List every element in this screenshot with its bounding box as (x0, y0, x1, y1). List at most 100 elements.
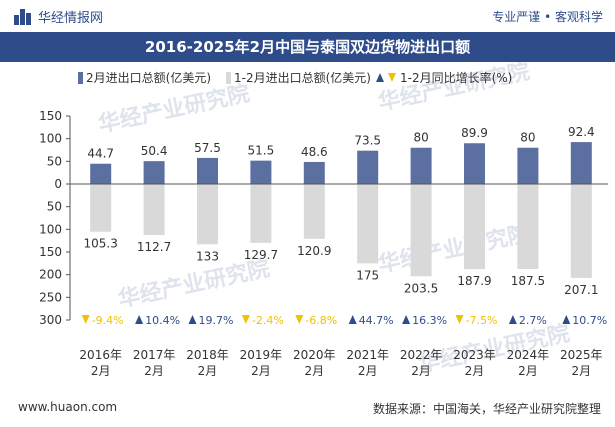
watermark-2: 华经产业研究院 (116, 255, 272, 312)
y-tick-label: 100 (39, 132, 62, 146)
growth-rate-label: 44.7% (359, 314, 394, 327)
x-tick-label-month: 2月 (251, 364, 271, 378)
legend-swatch-1 (226, 72, 231, 84)
bar-feb (517, 147, 539, 184)
legend-down-triangle-icon (388, 73, 396, 82)
watermark-3: 华经产业研究院 (376, 220, 532, 277)
footer: www.huaon.com 数据来源：中国海关，华经产业研究院整理 (0, 394, 615, 420)
data-label-feb: 51.5 (248, 144, 275, 158)
data-label-jan-feb: 120.9 (297, 244, 331, 258)
growth-up-icon (188, 315, 197, 324)
y-tick-label: 250 (39, 290, 62, 304)
growth-rate-label: 16.3% (412, 314, 447, 327)
bar-feb (303, 161, 325, 184)
data-label-jan-feb: 133 (196, 249, 219, 263)
legend-swatch-0 (78, 72, 83, 84)
y-tick-label: 100 (39, 222, 62, 236)
watermark-0: 华经产业研究院 (96, 80, 252, 137)
data-label-feb: 44.7 (87, 147, 114, 161)
y-tick-label: 50 (47, 154, 62, 168)
growth-rate-label: 10.7% (572, 314, 607, 327)
growth-rate-label: -2.4% (252, 314, 284, 327)
growth-up-icon (508, 315, 517, 324)
x-tick-label-year: 2016年 (79, 348, 122, 362)
logo-icon (14, 8, 32, 25)
growth-rate-label: 2.7% (519, 314, 547, 327)
data-label-feb: 57.5 (194, 141, 221, 155)
logo: 华经情报网 (14, 7, 103, 26)
bar-jan-feb (410, 184, 432, 277)
legend-label-0: 2月进出口总额(亿美元) (86, 70, 211, 85)
bar-jan-feb (517, 184, 539, 269)
x-tick-label-month: 2月 (358, 364, 378, 378)
x-tick-label-year: 2022年 (400, 348, 443, 362)
bar-jan-feb (570, 184, 592, 278)
growth-up-icon (562, 315, 571, 324)
bar-jan-feb (303, 184, 325, 239)
growth-up-icon (135, 315, 144, 324)
y-tick-label: 0 (54, 177, 62, 191)
top-bar: 华经情报网 专业严谨 • 客观科学 (0, 0, 615, 30)
footer-source: 数据来源：中国海关，华经产业研究院整理 (372, 402, 601, 416)
bar-feb (570, 142, 592, 184)
bar-feb (464, 143, 485, 184)
bar-feb (357, 150, 379, 184)
data-label-jan-feb: 187.5 (511, 274, 545, 288)
legend-label-2: 1-2月同比增长率(%) (400, 70, 512, 85)
x-tick-label-year: 2025年 (560, 348, 603, 362)
bar-feb (410, 147, 432, 184)
logo-text: 华经情报网 (38, 11, 104, 26)
x-tick-label-year: 2019年 (240, 348, 283, 362)
x-tick-label-month: 2月 (518, 364, 538, 378)
data-label-jan-feb: 129.7 (244, 248, 278, 262)
data-label-feb: 48.6 (301, 145, 328, 159)
chart-area: 华经产业研究院 华经产业研究院华经产业研究院华经产业研究院华经产业研究院2月进出口… (39, 62, 608, 378)
data-label-jan-feb: 175 (356, 268, 379, 282)
data-label-feb: 89.9 (461, 126, 488, 140)
data-label-jan-feb: 112.7 (137, 240, 171, 254)
bar-jan-feb (464, 184, 485, 270)
data-label-feb: 80 (520, 131, 535, 145)
x-tick-label-month: 2月 (411, 364, 431, 378)
x-tick-label-year: 2020年 (293, 348, 336, 362)
y-tick-label: 300 (39, 313, 62, 327)
data-label-jan-feb: 187.9 (457, 274, 491, 288)
data-label-jan-feb: 207.1 (564, 283, 598, 297)
x-tick-label-month: 2月 (91, 364, 111, 378)
x-tick-label-year: 2018年 (186, 348, 229, 362)
bar-jan-feb (250, 184, 272, 243)
growth-up-icon (402, 315, 411, 324)
x-tick-label-month: 2月 (198, 364, 218, 378)
y-tick-label: 150 (39, 109, 62, 123)
growth-down-icon (81, 315, 90, 324)
data-label-jan-feb: 105.3 (84, 237, 118, 251)
bar-feb (197, 157, 218, 184)
y-tick-label: 200 (39, 268, 62, 282)
data-label-feb: 92.4 (568, 125, 595, 139)
growth-down-icon (295, 315, 304, 324)
x-tick-label-year: 2024年 (507, 348, 550, 362)
bar-jan-feb (143, 184, 165, 236)
tagline: 专业严谨 • 客观科学 (492, 10, 603, 24)
y-tick-label: 150 (39, 245, 62, 259)
x-tick-label-year: 2017年 (133, 348, 176, 362)
x-tick-label-month: 2月 (304, 364, 324, 378)
growth-rate-label: -6.8% (305, 314, 337, 327)
x-tick-label-month: 2月 (144, 364, 164, 378)
growth-rate-label: 19.7% (199, 314, 234, 327)
bar-jan-feb (197, 184, 218, 245)
x-tick-label-year: 2023年 (453, 348, 496, 362)
growth-down-icon (455, 315, 464, 324)
legend-up-triangle-icon (376, 73, 384, 82)
bar-feb (250, 160, 272, 184)
bar-feb (90, 163, 112, 184)
growth-down-icon (241, 315, 250, 324)
chart-title: 2016-2025年2月中国与泰国双边货物进出口额 (0, 32, 615, 62)
growth-rate-label: -7.5% (466, 314, 498, 327)
y-tick-label: 50 (47, 200, 62, 214)
growth-up-icon (348, 315, 357, 324)
data-label-feb: 80 (413, 131, 428, 145)
growth-rate-label: -9.4% (92, 314, 124, 327)
data-label-jan-feb: 203.5 (404, 281, 438, 295)
bar-jan-feb (90, 184, 112, 232)
